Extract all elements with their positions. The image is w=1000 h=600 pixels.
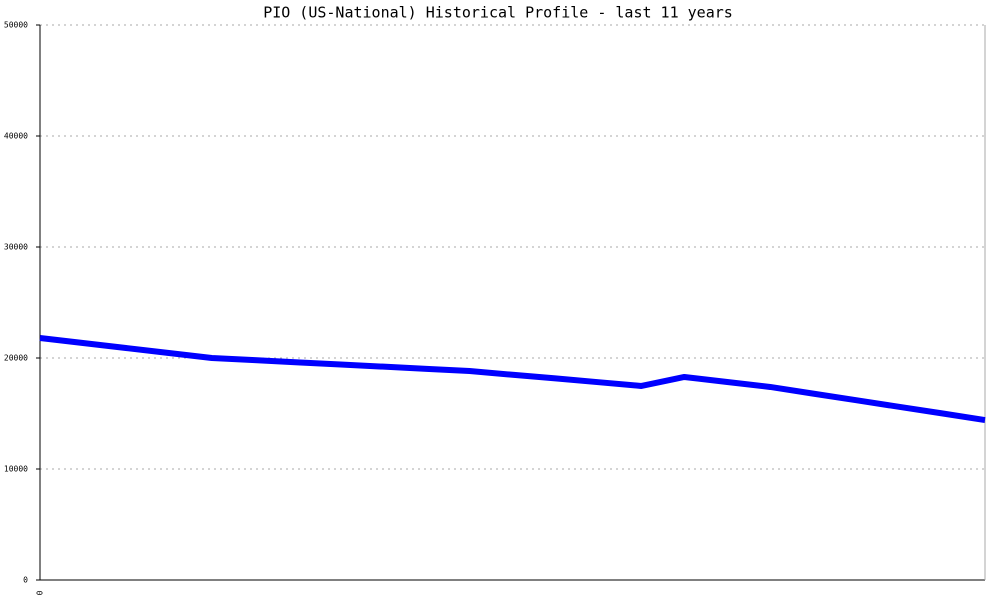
x-tick-label: 0	[36, 590, 45, 595]
y-tick-label: 20000	[4, 354, 28, 363]
y-tick-label: 10000	[4, 465, 28, 474]
y-tick-label: 40000	[4, 132, 28, 141]
chart-title: PIO (US-National) Historical Profile - l…	[263, 4, 733, 22]
y-tick-label: 0	[23, 576, 28, 585]
data-line	[39, 335, 986, 424]
y-tick-label: 50000	[4, 21, 28, 30]
y-tick-label: 30000	[4, 243, 28, 252]
